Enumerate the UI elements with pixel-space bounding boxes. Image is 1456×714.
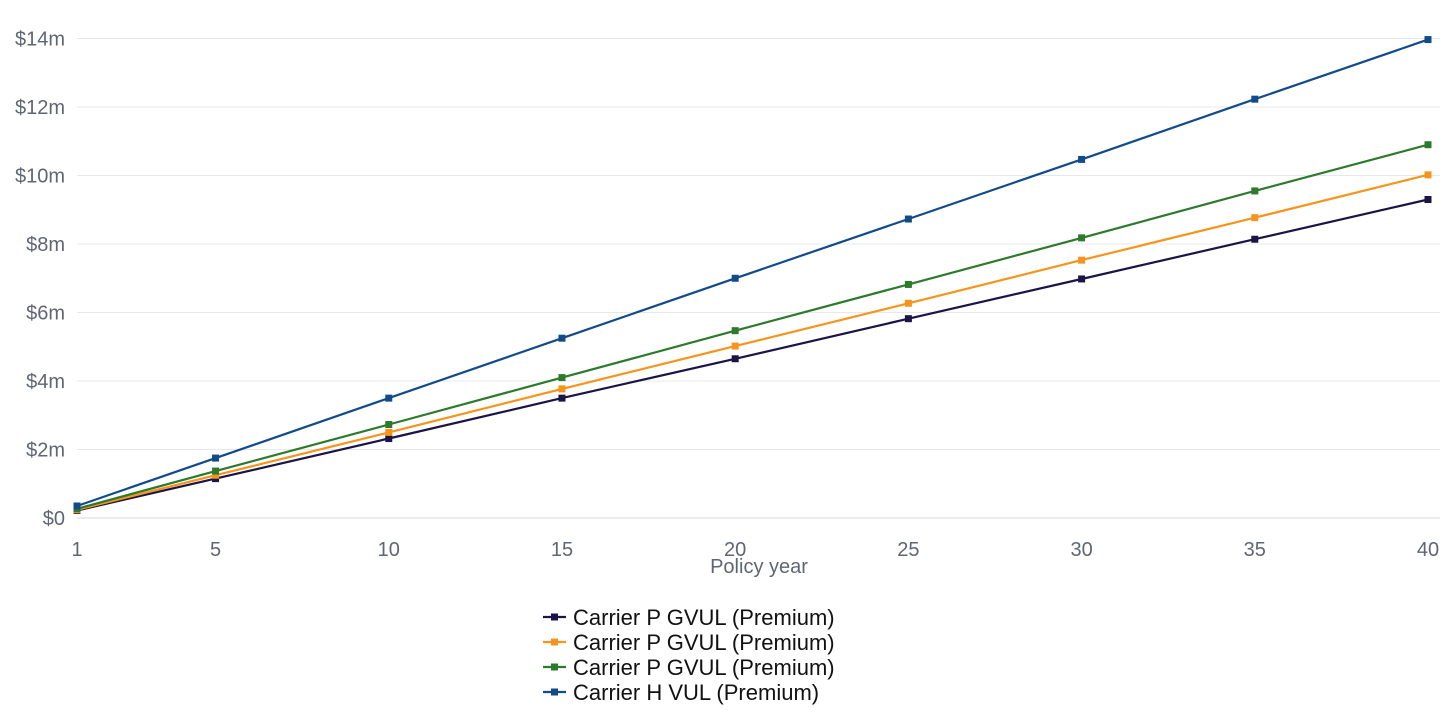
data-point[interactable]	[1424, 36, 1432, 44]
x-axis-tick-labels: 1 5 10 15 20 25 30 35 40	[71, 539, 1439, 561]
data-point[interactable]	[385, 394, 393, 402]
series-line	[76, 143, 1429, 510]
data-point[interactable]	[73, 502, 81, 510]
x-axis-title: Policy year	[710, 556, 808, 578]
data-point[interactable]	[212, 467, 220, 475]
data-point[interactable]	[1251, 214, 1259, 222]
legend-swatch-marker	[551, 613, 558, 621]
x-tick-label: 25	[897, 539, 919, 561]
data-point[interactable]	[1424, 196, 1432, 204]
x-tick-label: 35	[1244, 539, 1266, 561]
x-tick-label: 5	[210, 539, 221, 561]
data-point[interactable]	[1251, 95, 1259, 103]
series	[73, 171, 1432, 514]
legend-swatch-marker	[551, 638, 558, 646]
data-point[interactable]	[1251, 187, 1259, 195]
x-tick-label: 20	[724, 539, 746, 561]
series-line	[76, 198, 1429, 512]
data-point[interactable]	[1078, 275, 1086, 283]
y-axis-tick-labels: $0 $2m $4m $6m $8m $10m $12m $14m	[15, 29, 65, 530]
legend[interactable]: Carrier P GVUL (Premium)Carrier P GVUL (…	[543, 605, 835, 705]
data-point[interactable]	[212, 471, 220, 479]
y-tick-label: $12m	[15, 97, 65, 119]
x-tick-label: 15	[551, 539, 573, 561]
data-point[interactable]	[904, 315, 912, 323]
x-tick-label: 30	[1070, 539, 1092, 561]
data-point[interactable]	[1424, 171, 1432, 179]
legend-label: Carrier P GVUL (Premium)	[573, 630, 835, 655]
data-point[interactable]	[212, 454, 220, 462]
data-point[interactable]	[558, 334, 566, 342]
legend-item[interactable]: Carrier P GVUL (Premium)	[543, 630, 835, 655]
y-tick-label: $2m	[26, 440, 65, 462]
series-line	[76, 38, 1429, 508]
x-tick-label: 10	[378, 539, 400, 561]
data-point[interactable]	[731, 342, 739, 350]
legend-item[interactable]: Carrier P GVUL (Premium)	[543, 655, 835, 680]
legend-label: Carrier P GVUL (Premium)	[573, 655, 835, 680]
data-point[interactable]	[1078, 234, 1086, 242]
legend-item[interactable]: Carrier P GVUL (Premium)	[543, 605, 835, 630]
data-point[interactable]	[1251, 235, 1259, 243]
series	[73, 141, 1432, 513]
data-point[interactable]	[731, 327, 739, 335]
x-tick-label: 1	[71, 539, 82, 561]
data-point[interactable]	[1078, 256, 1086, 264]
data-point[interactable]	[558, 385, 566, 393]
x-tick-label: 40	[1417, 539, 1439, 561]
data-point[interactable]	[731, 274, 739, 282]
y-tick-label: $0	[43, 508, 65, 530]
data-point[interactable]	[731, 355, 739, 363]
data-point[interactable]	[904, 215, 912, 223]
series-lines	[73, 36, 1432, 514]
data-point[interactable]	[1424, 141, 1432, 149]
legend-item[interactable]: Carrier H VUL (Premium)	[543, 680, 819, 705]
data-point[interactable]	[558, 394, 566, 402]
series	[73, 36, 1432, 510]
grid-lines	[77, 38, 1440, 519]
data-point[interactable]	[558, 374, 566, 382]
data-point[interactable]	[385, 421, 393, 429]
data-point[interactable]	[1078, 155, 1086, 163]
y-tick-label: $10m	[15, 166, 65, 188]
data-point[interactable]	[904, 299, 912, 307]
legend-swatch-marker	[551, 688, 558, 696]
legend-swatch-marker	[551, 663, 558, 671]
series-line	[76, 173, 1429, 511]
y-tick-label: $6m	[26, 303, 65, 325]
legend-label: Carrier P GVUL (Premium)	[573, 605, 835, 630]
data-point[interactable]	[385, 428, 393, 436]
y-tick-label: $14m	[15, 29, 65, 51]
y-tick-label: $8m	[26, 234, 65, 256]
data-point[interactable]	[904, 280, 912, 288]
y-tick-label: $4m	[26, 371, 65, 393]
legend-label: Carrier H VUL (Premium)	[573, 680, 819, 705]
data-point[interactable]	[385, 435, 393, 443]
